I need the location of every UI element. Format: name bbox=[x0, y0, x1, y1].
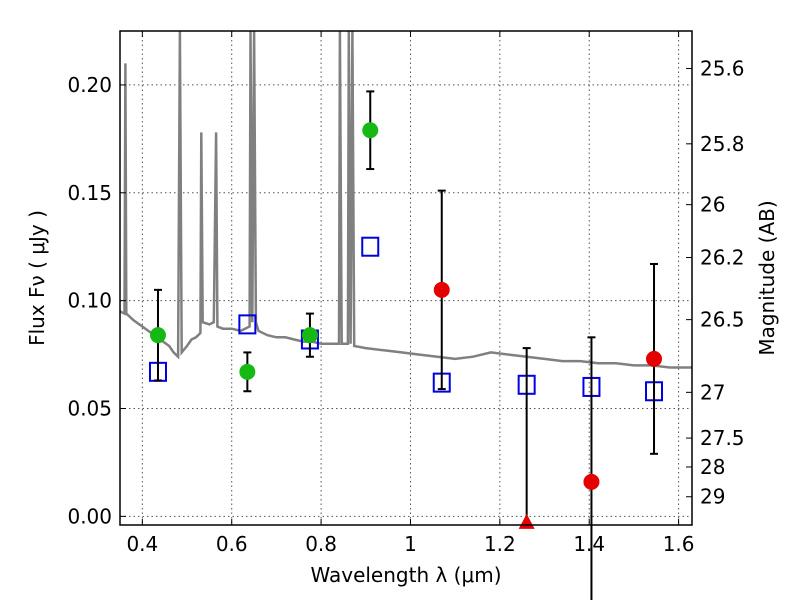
observed-flux-point bbox=[433, 281, 450, 298]
y2-tick-label: 26 bbox=[700, 193, 725, 217]
axis-ticks: 0.4 0.6 0.8 1 1.2 1.4 1.6 0.00 0.05 0.10 0.15 0.20 2… bbox=[67, 31, 745, 556]
observed-flux-point bbox=[646, 350, 663, 367]
y-tick-label: 0.10 bbox=[67, 289, 112, 313]
model-flux-square bbox=[238, 314, 257, 335]
y2-tick-label: 27.5 bbox=[700, 426, 745, 450]
y-tick-label: 0.15 bbox=[67, 181, 112, 205]
x-tick-label: 1.4 bbox=[573, 532, 605, 556]
observed-flux-point bbox=[301, 327, 318, 344]
x-tick-label: 1 bbox=[404, 532, 417, 556]
observed-flux-point bbox=[149, 327, 166, 344]
x-tick-label: 0.8 bbox=[305, 532, 337, 556]
x-tick-label: 0.4 bbox=[126, 532, 158, 556]
y2-tick-label: 25.8 bbox=[700, 132, 745, 156]
data-markers bbox=[148, 90, 664, 600]
y2-tick-label: 26.2 bbox=[700, 246, 745, 270]
y2-tick-label: 28 bbox=[700, 455, 725, 479]
grid-lines bbox=[120, 31, 692, 525]
y-tick-label: 0.00 bbox=[67, 504, 112, 528]
x-tick-label: 1.2 bbox=[484, 532, 516, 556]
y-axis-title: Flux Fν ( μJy ) bbox=[25, 210, 49, 346]
observed-flux-point bbox=[583, 473, 600, 490]
model-flux-square bbox=[361, 236, 380, 257]
y2-tick-label: 26.5 bbox=[700, 308, 745, 332]
y-tick-label: 0.05 bbox=[67, 397, 112, 421]
observed-flux-point bbox=[239, 363, 256, 380]
observed-flux-point bbox=[362, 122, 379, 139]
y-tick-label: 0.20 bbox=[67, 73, 112, 97]
x-tick-label: 1.6 bbox=[663, 532, 695, 556]
model-spectrum bbox=[120, 31, 692, 369]
y2-tick-label: 29 bbox=[700, 485, 725, 509]
x-tick-label: 0.6 bbox=[216, 532, 248, 556]
y2-tick-label: 27 bbox=[700, 380, 725, 404]
y2-axis-title: Magnitude (AB) bbox=[755, 200, 779, 355]
model-spectrum-line bbox=[120, 31, 692, 369]
x-axis-title: Wavelength λ (μm) bbox=[310, 563, 501, 587]
y2-tick-label: 25.6 bbox=[700, 57, 745, 81]
plot-frame bbox=[119, 30, 693, 526]
